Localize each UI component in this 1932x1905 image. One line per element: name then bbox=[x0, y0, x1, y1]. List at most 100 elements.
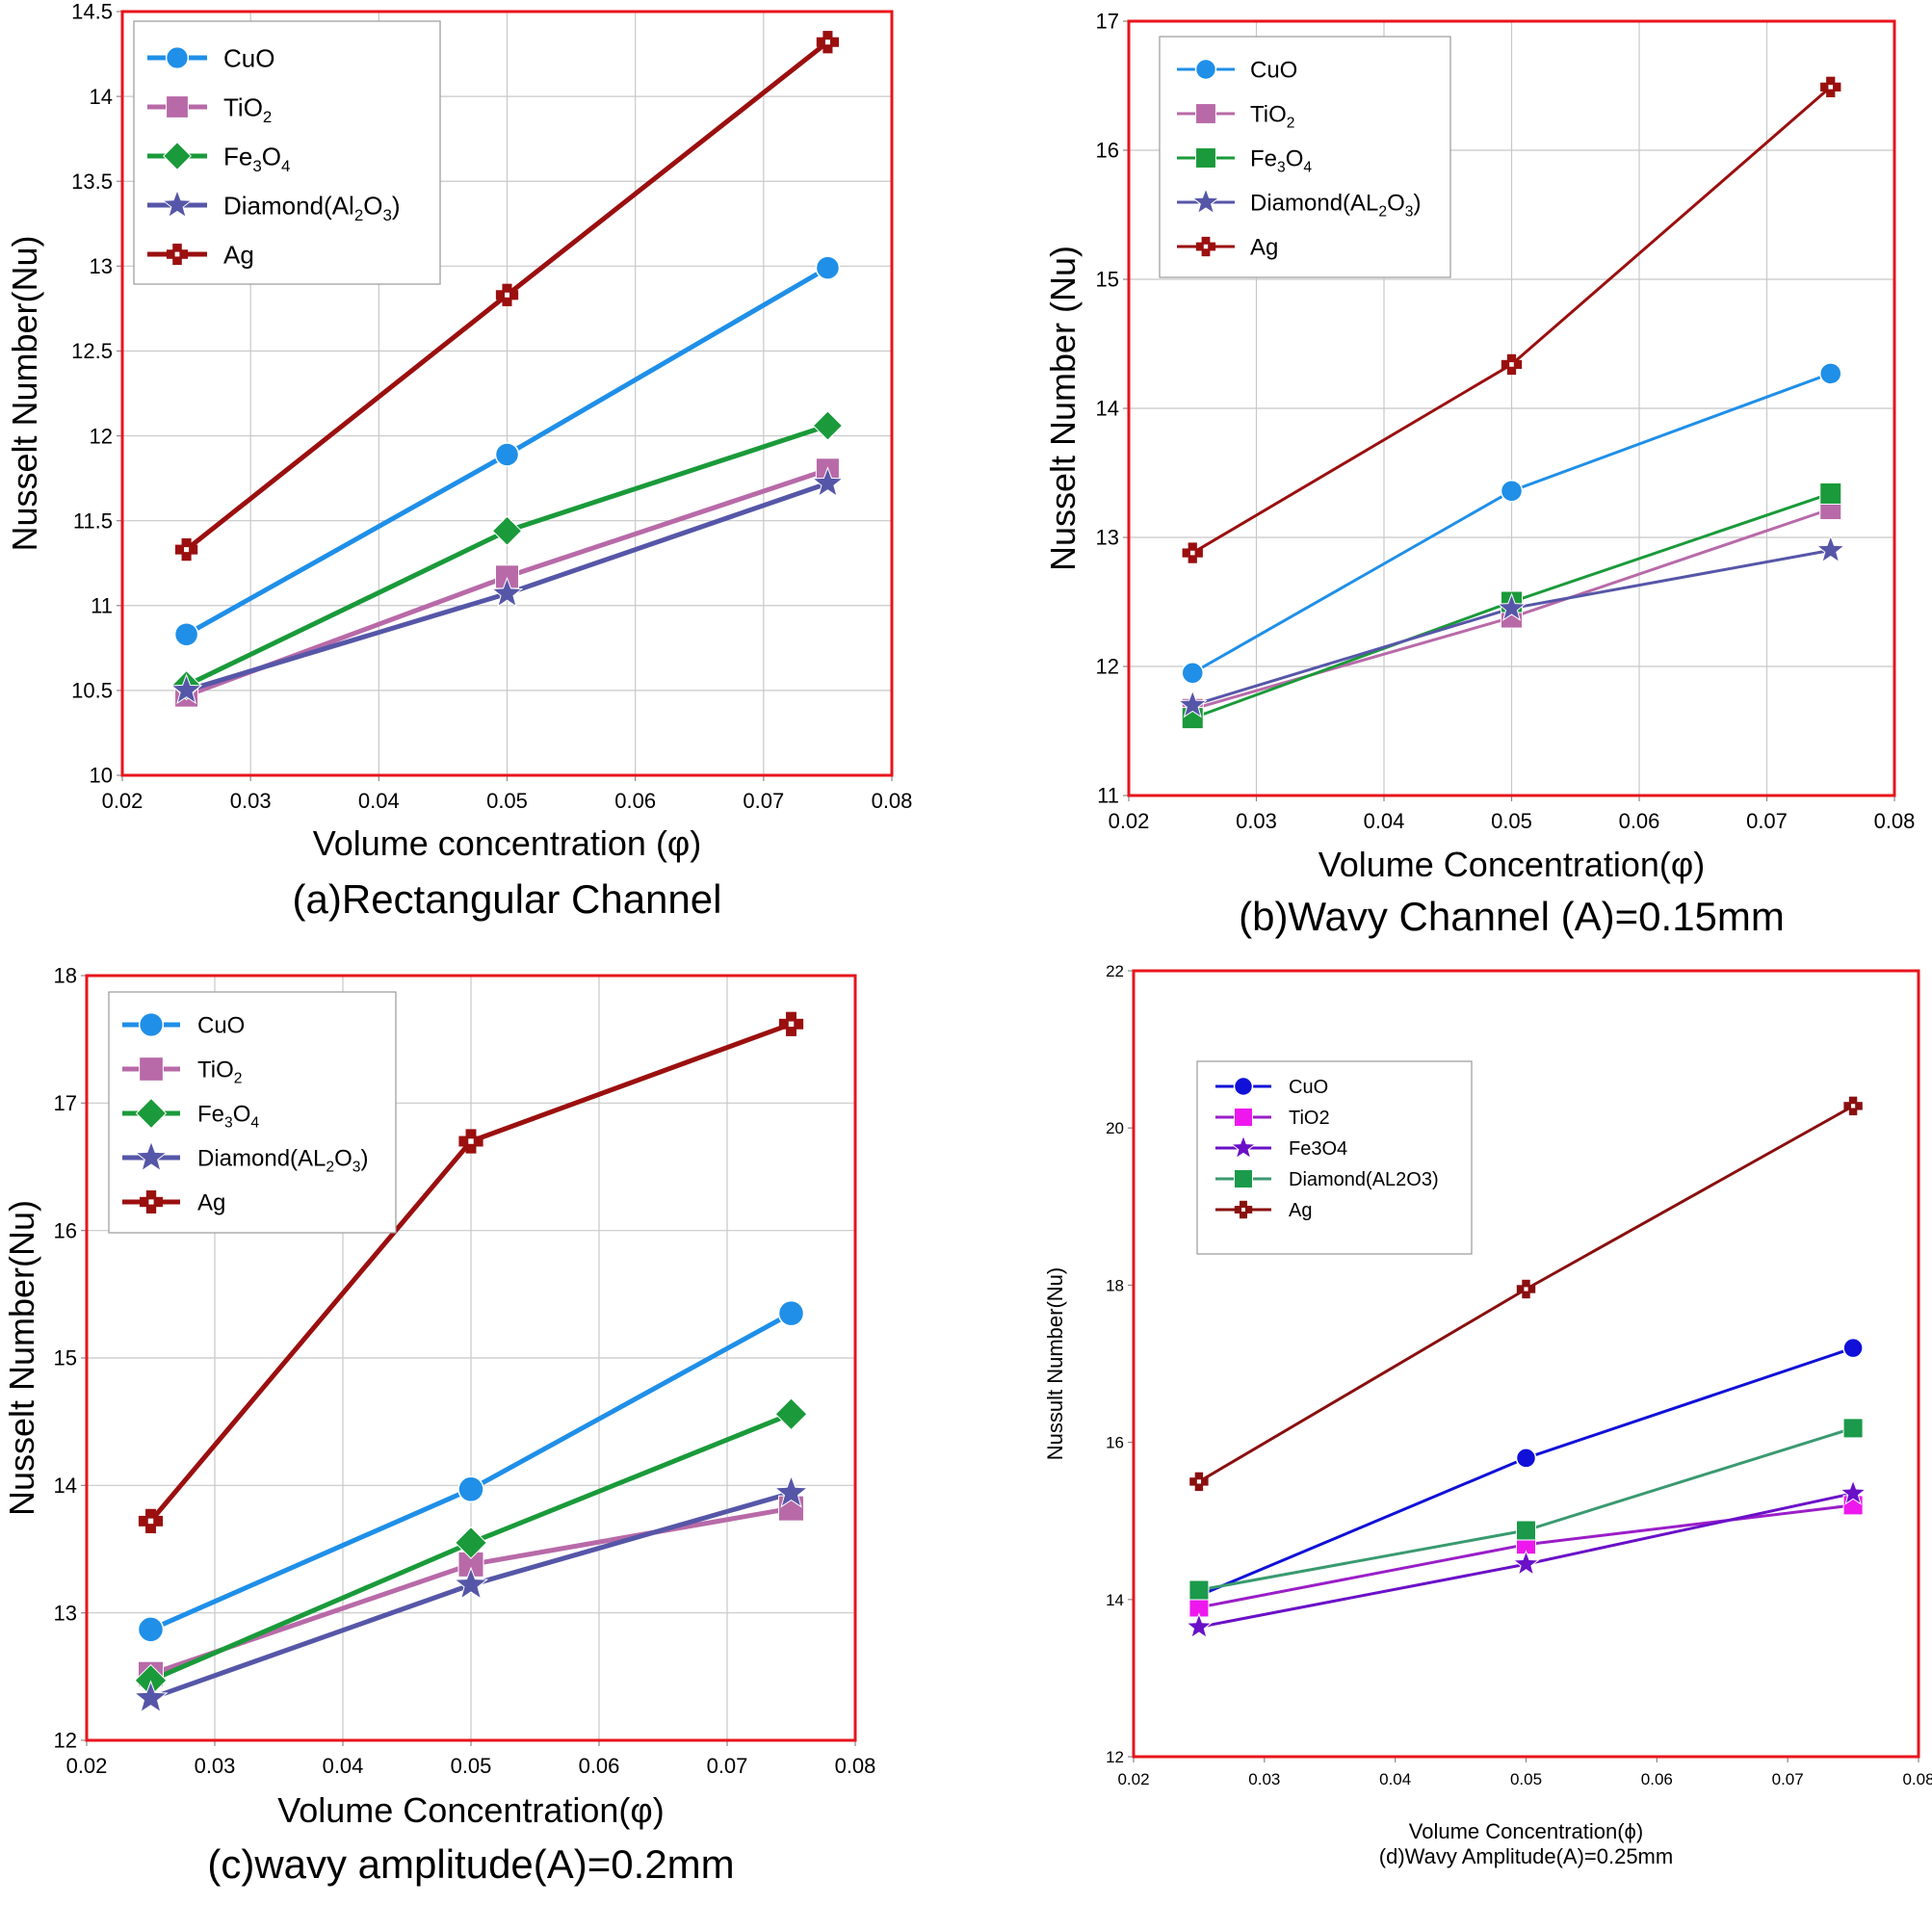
data-point-Diamond(AL2O3) bbox=[1815, 535, 1846, 563]
y-tick-label: 13.5 bbox=[71, 170, 113, 194]
data-point-Fe3O4 bbox=[774, 1397, 808, 1431]
legend-label: TiO2 bbox=[197, 1057, 242, 1087]
plot-frame bbox=[85, 974, 857, 1742]
legend-marker bbox=[1195, 236, 1216, 257]
plot-frame bbox=[1132, 969, 1920, 1759]
y-axis-label: Nussult Number(Nu) bbox=[1043, 1267, 1067, 1461]
y-tick-label: 12.5 bbox=[71, 339, 113, 363]
legend-marker bbox=[1234, 1108, 1253, 1127]
y-tick-label: 15 bbox=[54, 1346, 77, 1370]
y-tick-label: 16 bbox=[1106, 1434, 1124, 1452]
x-tick-label: 0.03 bbox=[1248, 1770, 1280, 1788]
x-tick-label: 0.04 bbox=[323, 1754, 364, 1778]
data-point-Diamond(AL2O3) bbox=[133, 1680, 169, 1713]
data-point-CuO bbox=[173, 621, 199, 647]
legend-label: CuO bbox=[1250, 58, 1297, 84]
y-tick-label: 16 bbox=[54, 1218, 77, 1242]
legend-marker bbox=[1194, 58, 1217, 81]
y-tick-label: 14 bbox=[1106, 1591, 1124, 1609]
data-point-Diamond(AL2O3) bbox=[1516, 1520, 1536, 1541]
legend-label: Fe3O4 bbox=[1250, 146, 1312, 176]
y-tick-label: 11.5 bbox=[73, 509, 113, 533]
data-point-Fe3O4 bbox=[1839, 1478, 1867, 1505]
x-axis-label: Volume Concentration(ϕ) bbox=[1409, 1819, 1643, 1843]
y-tick-label: 16 bbox=[1096, 139, 1119, 163]
legend-label: TiO2 bbox=[223, 92, 272, 126]
legend-label: Ag bbox=[1289, 1200, 1312, 1221]
data-point-Fe3O4 bbox=[1512, 1550, 1540, 1577]
x-axis-label: Volume concentration (φ) bbox=[313, 823, 702, 863]
legend-marker bbox=[166, 243, 189, 266]
x-tick-label: 0.08 bbox=[872, 789, 913, 813]
y-tick-label: 10 bbox=[90, 764, 113, 788]
data-point-Diamond(Al2O3) bbox=[170, 673, 203, 705]
y-tick-label: 13 bbox=[1096, 526, 1119, 550]
y-tick-label: 11 bbox=[91, 593, 113, 617]
data-point-Ag bbox=[138, 1508, 164, 1533]
chart-a: 0.02 0.03 0.04 0.05 0.06 0.07 0.08 10 10.5 11 11.5… bbox=[5, 0, 913, 922]
x-tick-label: 0.03 bbox=[1236, 809, 1277, 833]
legend-label: Ag bbox=[1250, 235, 1278, 261]
x-tick-label: 0.04 bbox=[1379, 1770, 1411, 1788]
legend-label: Diamond(Al2O3) bbox=[223, 191, 401, 224]
legend-marker bbox=[1195, 147, 1216, 169]
chart-caption: (c)wavy amplitude(A)=0.2mm bbox=[207, 1841, 734, 1887]
y-axis-label: Nusselt Number (Nu) bbox=[1043, 246, 1083, 571]
legend-label: CuO bbox=[223, 43, 274, 72]
legend-marker bbox=[134, 1139, 169, 1172]
plot-frame bbox=[120, 10, 894, 777]
legend-marker bbox=[165, 45, 190, 70]
data-point-CuO bbox=[1819, 362, 1842, 385]
y-tick-label: 12 bbox=[54, 1729, 77, 1753]
y-tick-label: 14 bbox=[54, 1474, 77, 1498]
x-axis-label: Volume Concentration(φ) bbox=[1318, 845, 1706, 884]
y-axis-label: Nusselt Number(Nu) bbox=[5, 235, 44, 551]
legend-marker bbox=[140, 1190, 163, 1213]
legend-label: Ag bbox=[197, 1190, 225, 1216]
x-tick-label: 0.05 bbox=[451, 1754, 492, 1778]
y-tick-label: 12 bbox=[90, 424, 113, 448]
legend-marker bbox=[1234, 1200, 1253, 1219]
data-point-Ag bbox=[1843, 1096, 1863, 1116]
x-tick-label: 0.02 bbox=[66, 1754, 108, 1778]
data-point-CuO bbox=[137, 1616, 165, 1643]
data-point-Ag bbox=[1501, 353, 1523, 376]
x-tick-label: 0.05 bbox=[1510, 1770, 1542, 1788]
y-tick-label: 22 bbox=[1106, 962, 1124, 980]
data-point-Ag bbox=[174, 537, 198, 561]
x-tick-label: 0.08 bbox=[835, 1754, 876, 1778]
x-tick-label: 0.06 bbox=[614, 789, 656, 813]
y-tick-label: 14.5 bbox=[71, 0, 113, 24]
data-point-CuO bbox=[1842, 1337, 1864, 1359]
data-point-Ag bbox=[816, 31, 840, 54]
y-tick-label: 14 bbox=[1096, 397, 1119, 421]
y-tick-label: 15 bbox=[1096, 268, 1119, 292]
data-point-CuO bbox=[815, 255, 841, 280]
legend-label: CuO bbox=[197, 1013, 245, 1039]
chart-caption: (d)Wavy Amplitude(A)=0.25mm bbox=[1379, 1844, 1673, 1868]
chart-b: 0.02 0.03 0.04 0.05 0.06 0.07 0.08 11 12 13 14 15 16… bbox=[1043, 10, 1915, 939]
data-point-Diamond(AL2O3) bbox=[1497, 592, 1527, 621]
legend-marker bbox=[138, 1011, 165, 1038]
data-point-CuO bbox=[457, 1475, 484, 1503]
data-point-Ag bbox=[1516, 1279, 1536, 1299]
data-point-CuO bbox=[777, 1299, 805, 1327]
x-tick-label: 0.05 bbox=[486, 789, 528, 813]
legend-label: Diamond(AL2O3) bbox=[1250, 191, 1421, 221]
data-point-CuO bbox=[1181, 661, 1204, 685]
data-point-Fe3O4 bbox=[1185, 1612, 1214, 1639]
y-tick-label: 14 bbox=[90, 85, 113, 109]
x-tick-label: 0.07 bbox=[1746, 809, 1788, 833]
y-tick-label: 17 bbox=[54, 1091, 77, 1115]
legend-label: Ag bbox=[223, 240, 254, 269]
data-point-Diamond(AL2O3) bbox=[1188, 1579, 1210, 1601]
y-tick-label: 13 bbox=[90, 254, 113, 278]
x-tick-label: 0.07 bbox=[743, 789, 784, 813]
data-point-Fe3O4 bbox=[491, 515, 523, 546]
data-point-CuO bbox=[1500, 480, 1524, 503]
legend-label: Diamond(AL2O3) bbox=[197, 1146, 368, 1176]
x-axis-label: Volume Concentration(φ) bbox=[277, 1790, 665, 1830]
x-tick-label: 0.02 bbox=[1109, 809, 1150, 833]
chart-d: 0.02 0.03 0.04 0.05 0.06 0.07 0.08 12 14 16 18 20 22… bbox=[1043, 962, 1932, 1868]
x-tick-label: 0.05 bbox=[1491, 809, 1532, 833]
